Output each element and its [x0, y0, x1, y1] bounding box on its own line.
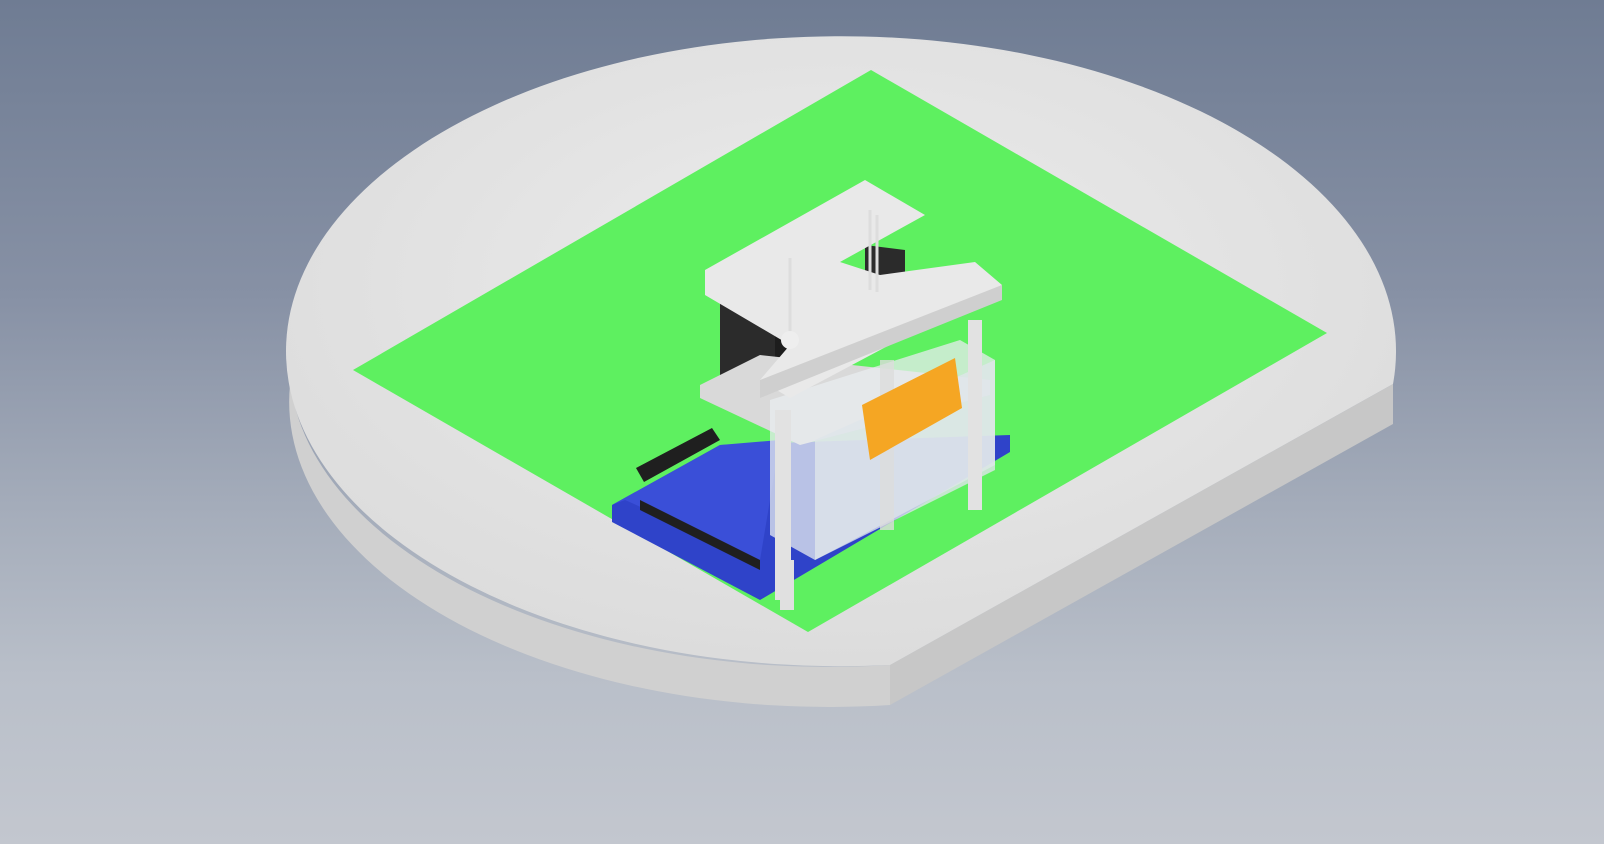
pin-header [636, 428, 720, 482]
top-plate [705, 180, 1002, 398]
base-board-top [612, 440, 780, 560]
foot-front [780, 560, 794, 610]
post-left [775, 410, 791, 600]
post-right [968, 320, 982, 510]
top-plate-edge [760, 285, 1002, 398]
turntable-edge [289, 345, 891, 707]
pin-header-2 [640, 500, 760, 570]
sensor-board [862, 358, 962, 460]
led [781, 331, 799, 349]
turntable-flat-edge [890, 384, 1393, 705]
